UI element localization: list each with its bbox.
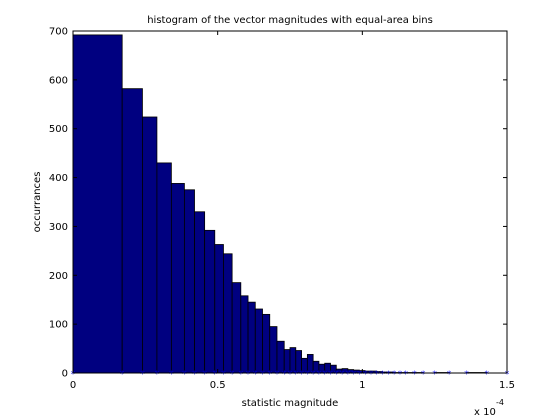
bin-edge-marker: * (71, 370, 76, 380)
bin-edge-marker: * (230, 370, 235, 380)
histogram-bar (231, 282, 242, 374)
bin-edge-marker: * (267, 370, 272, 380)
bin-edge-marker: * (253, 370, 258, 380)
y-tick-label: 200 (49, 271, 68, 282)
bin-edge-marker: * (239, 370, 244, 380)
histogram-bar (240, 295, 249, 374)
histogram-bar (269, 326, 278, 374)
histogram-bar (194, 211, 206, 374)
histogram-bar (254, 308, 263, 374)
y-axis-ticks: 0 100 200 300 400 500 600 700 (49, 27, 507, 380)
histogram-bar (214, 244, 224, 374)
histogram-bar (170, 183, 185, 374)
x-tick-label: 1.5 (499, 380, 515, 391)
bin-edge-marker: * (192, 370, 197, 380)
bin-edge-marker: * (392, 370, 397, 380)
bin-edge-marker: * (202, 370, 207, 380)
bin-edge-marker: * (294, 370, 299, 380)
y-tick-label: 600 (49, 75, 68, 86)
y-tick-label: 500 (49, 124, 68, 135)
x-tick-label: 0 (70, 380, 76, 391)
bin-edge-marker: * (275, 370, 280, 380)
bin-edge-marker: * (246, 370, 251, 380)
bin-edge-marker: * (288, 370, 293, 380)
histogram-bar (223, 253, 233, 374)
bin-edge-marker: * (213, 370, 218, 380)
bin-edge-marker: * (322, 370, 327, 380)
bin-edge-marker: * (464, 370, 469, 380)
bin-edge-marker: * (120, 370, 125, 380)
histogram-bar (262, 313, 271, 374)
bin-edge-marker: * (421, 370, 426, 380)
x-axis-multiplier-exponent: -4 (496, 398, 504, 407)
bin-edge-marker: * (155, 370, 160, 380)
bin-edge-marker: * (386, 370, 391, 380)
bin-edge-marker: * (357, 370, 362, 380)
bin-edge-marker: * (182, 370, 187, 380)
bin-edge-marker: * (369, 370, 374, 380)
x-tick-label: 0.5 (210, 380, 226, 391)
histogram-bar (156, 162, 172, 374)
bin-edge-marker: * (260, 370, 265, 380)
bin-edge-marker: * (140, 370, 145, 380)
bin-edge-marker: * (305, 370, 310, 380)
histogram-bar (183, 189, 195, 374)
y-tick-label: 700 (49, 27, 68, 38)
histogram-bar (142, 116, 158, 374)
bin-edge-marker: * (432, 370, 437, 380)
histogram-bar (72, 34, 123, 374)
bin-edge-marker: * (311, 370, 316, 380)
bin-edge-marker: * (351, 370, 356, 380)
bin-edge-marker: * (403, 370, 408, 380)
x-axis-multiplier: x 10 (474, 407, 496, 418)
bin-edge-marker: * (317, 370, 322, 380)
y-tick-label: 100 (49, 320, 68, 331)
histogram-bars (72, 34, 488, 374)
bin-edge-marker: * (380, 370, 385, 380)
plot-area-frame (72, 30, 508, 374)
bin-edge-markers: * * * * * * * * * * * * * * * * * * * * * * * * * * * * * * * * * * * * * * * *… (71, 370, 510, 380)
y-tick-label: 0 (62, 369, 68, 380)
bin-edge-marker: * (334, 370, 339, 380)
bin-edge-marker: * (282, 370, 287, 380)
bin-edge-marker: * (412, 370, 417, 380)
histogram-bar (276, 340, 285, 374)
bin-edge-marker: * (375, 370, 380, 380)
bin-edge-marker: * (363, 370, 368, 380)
bin-edge-marker: * (340, 370, 345, 380)
bin-edge-marker: * (447, 370, 452, 380)
bin-edge-marker: * (398, 370, 403, 380)
x-tick-label: 1 (359, 380, 365, 391)
bin-edge-marker: * (328, 370, 333, 380)
x-axis-label: statistic magnitude (242, 398, 339, 409)
bin-edge-marker: * (484, 370, 489, 380)
x-axis-ticks: 0 0.5 1 1.5 (70, 31, 515, 391)
bin-edge-marker: * (221, 370, 226, 380)
bin-edge-marker: * (346, 370, 351, 380)
histogram-bar (121, 88, 143, 374)
y-axis-label: occurrances (32, 172, 43, 233)
chart-title: histogram of the vector magnitudes with … (147, 15, 433, 26)
bin-edge-marker: * (299, 370, 304, 380)
y-tick-label: 300 (49, 222, 68, 233)
bin-edge-marker: * (169, 370, 174, 380)
histogram-bar (247, 301, 256, 374)
histogram-bar (204, 229, 216, 374)
y-tick-label: 400 (49, 173, 68, 184)
bin-edge-marker: * (505, 370, 510, 380)
